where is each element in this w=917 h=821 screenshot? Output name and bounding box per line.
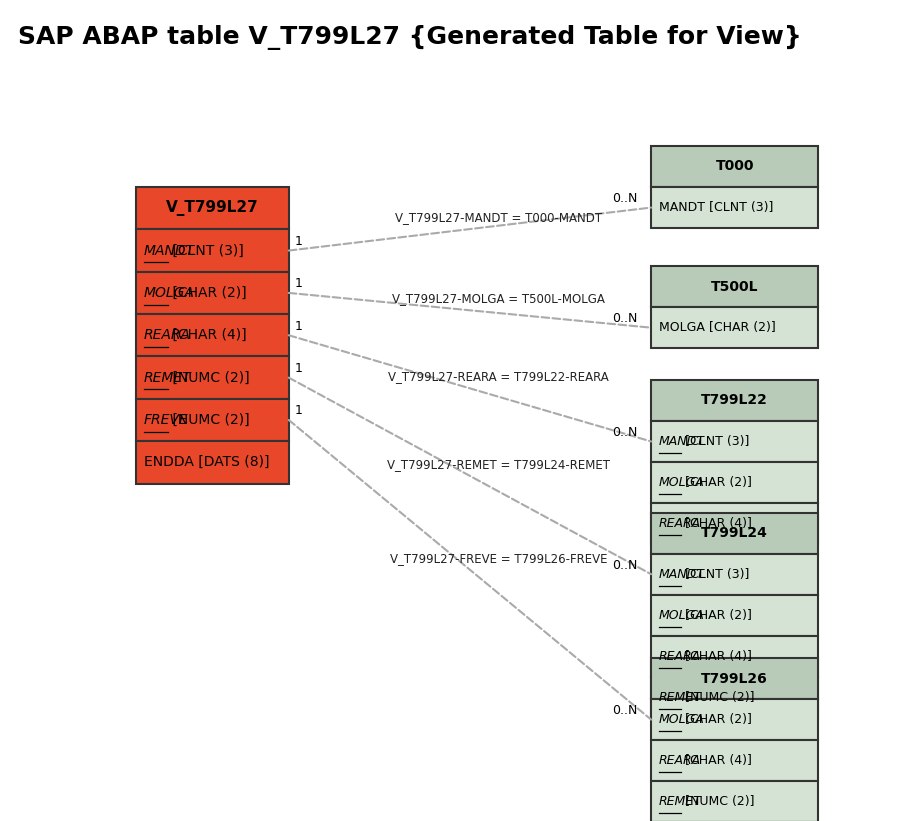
Text: 1: 1 [294, 405, 303, 417]
Bar [651, 146, 818, 187]
Text: [CHAR (2)]: [CHAR (2)] [681, 476, 752, 489]
Bar [136, 399, 289, 441]
Text: [CHAR (4)]: [CHAR (4)] [681, 650, 752, 663]
Text: T500L: T500L [711, 280, 758, 294]
Bar [136, 314, 289, 356]
Text: SAP ABAP table V_T799L27 {Generated Table for View}: SAP ABAP table V_T799L27 {Generated Tabl… [18, 25, 802, 49]
Text: T000: T000 [715, 159, 754, 173]
Text: V_T799L27-MOLGA = T500L-MOLGA: V_T799L27-MOLGA = T500L-MOLGA [392, 292, 605, 305]
Text: 0..N: 0..N [613, 426, 637, 439]
Bar [651, 636, 818, 677]
Text: V_T799L27-MANDT = T000-MANDT: V_T799L27-MANDT = T000-MANDT [395, 211, 602, 224]
Text: [NUMC (2)]: [NUMC (2)] [168, 370, 249, 384]
Text: V_T799L27-REARA = T799L22-REARA: V_T799L27-REARA = T799L22-REARA [388, 370, 609, 383]
Bar [651, 782, 818, 821]
Text: [CHAR (2)]: [CHAR (2)] [681, 609, 752, 621]
Text: MOLGA [CHAR (2)]: MOLGA [CHAR (2)] [659, 321, 776, 334]
Text: REARA: REARA [659, 650, 702, 663]
Bar [651, 421, 818, 462]
Text: MANDT: MANDT [659, 568, 705, 580]
Text: MANDT: MANDT [144, 244, 194, 258]
Text: FREVE: FREVE [144, 413, 188, 427]
Text: V_T799L27: V_T799L27 [166, 200, 259, 216]
Bar [651, 307, 818, 348]
Text: [CLNT (3)]: [CLNT (3)] [681, 435, 749, 448]
Text: 0..N: 0..N [613, 192, 637, 205]
Bar [136, 272, 289, 314]
Bar [651, 380, 818, 421]
Text: T799L24: T799L24 [702, 526, 768, 540]
Bar [651, 677, 818, 718]
Text: REARA: REARA [144, 328, 191, 342]
Text: MANDT: MANDT [659, 435, 705, 448]
Text: MOLGA: MOLGA [659, 609, 705, 621]
Text: MOLGA: MOLGA [659, 713, 705, 726]
Text: MANDT [CLNT (3)]: MANDT [CLNT (3)] [659, 201, 773, 214]
Text: REMET: REMET [659, 691, 702, 704]
Bar [136, 187, 289, 229]
Bar [651, 699, 818, 741]
Text: [CHAR (2)]: [CHAR (2)] [168, 286, 247, 300]
Text: [NUMC (2)]: [NUMC (2)] [681, 691, 755, 704]
Text: [CHAR (4)]: [CHAR (4)] [681, 754, 752, 767]
Text: ENDDA [DATS (8)]: ENDDA [DATS (8)] [144, 456, 270, 470]
Text: V_T799L27-FREVE = T799L26-FREVE: V_T799L27-FREVE = T799L26-FREVE [390, 552, 607, 565]
Text: V_T799L27-REMET = T799L24-REMET: V_T799L27-REMET = T799L24-REMET [387, 458, 610, 471]
Bar [136, 441, 289, 484]
Bar [651, 553, 818, 594]
Text: [NUMC (2)]: [NUMC (2)] [681, 796, 755, 809]
Text: 0..N: 0..N [613, 704, 637, 717]
Bar [651, 462, 818, 503]
Text: REMET: REMET [659, 796, 702, 809]
Bar [651, 594, 818, 636]
Bar [651, 187, 818, 228]
Bar [651, 741, 818, 782]
Bar [136, 356, 289, 399]
Text: [NUMC (2)]: [NUMC (2)] [168, 413, 249, 427]
Text: REARA: REARA [659, 517, 702, 530]
Text: [CLNT (3)]: [CLNT (3)] [168, 244, 244, 258]
Text: REARA: REARA [659, 754, 702, 767]
Text: T799L22: T799L22 [702, 393, 768, 407]
Text: [CLNT (3)]: [CLNT (3)] [681, 568, 749, 580]
Text: 0..N: 0..N [613, 312, 637, 325]
Bar [651, 503, 818, 544]
Text: 1: 1 [294, 362, 303, 375]
Text: [CHAR (2)]: [CHAR (2)] [681, 713, 752, 726]
Bar [651, 658, 818, 699]
Bar [136, 229, 289, 272]
Text: 1: 1 [294, 319, 303, 333]
Text: 1: 1 [294, 235, 303, 248]
Text: 0..N: 0..N [613, 559, 637, 571]
Text: [CHAR (4)]: [CHAR (4)] [168, 328, 247, 342]
Text: REMET: REMET [144, 370, 192, 384]
Text: MOLGA: MOLGA [144, 286, 194, 300]
Text: T799L26: T799L26 [702, 672, 768, 686]
Bar [651, 512, 818, 553]
Text: [CHAR (4)]: [CHAR (4)] [681, 517, 752, 530]
Text: MOLGA: MOLGA [659, 476, 705, 489]
Text: 1: 1 [294, 277, 303, 291]
Bar [651, 266, 818, 307]
